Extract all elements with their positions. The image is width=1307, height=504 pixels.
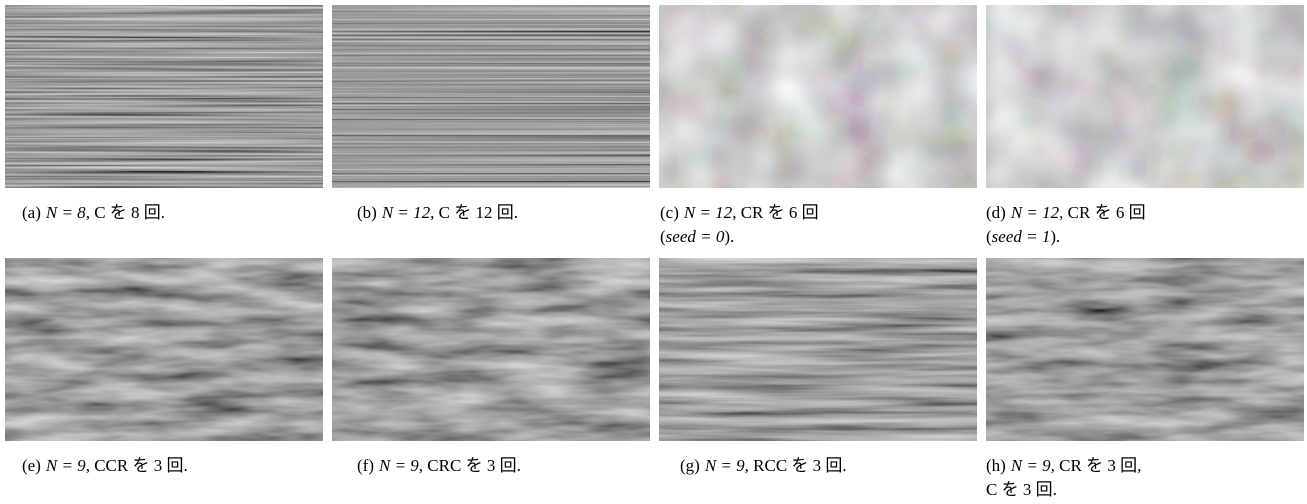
noise-texture xyxy=(986,5,1304,188)
caption-line: N = 12, C を 12 回. xyxy=(382,203,518,222)
subfigure: (h) N = 9, CR を 3 回, C を 3 回. xyxy=(986,258,1304,502)
caption-math: N = 12 xyxy=(684,203,732,222)
noise-texture xyxy=(659,258,977,441)
caption-line: N = 9, RCC を 3 回. xyxy=(705,456,847,475)
caption-text: , CCR を 3 回. xyxy=(86,456,188,475)
subfigure: (d) N = 12, CR を 6 回 (seed = 1). xyxy=(986,5,1304,249)
subfigure: (g) N = 9, RCC を 3 回. xyxy=(659,258,977,478)
noise-image xyxy=(332,258,650,441)
caption-label: (e) xyxy=(22,456,41,475)
noise-image xyxy=(332,5,650,188)
caption-label: (f) xyxy=(357,456,374,475)
caption-math: N = 8 xyxy=(46,203,86,222)
caption-text: , RCC を 3 回. xyxy=(745,456,847,475)
noise-texture xyxy=(332,5,650,188)
subfigure: (f) N = 9, CRC を 3 回. xyxy=(332,258,650,478)
caption-label: (g) xyxy=(680,456,700,475)
caption: (a) N = 8, C を 8 回. xyxy=(5,201,323,225)
caption-math: N = 9 xyxy=(705,456,745,475)
caption-line: N = 12, CR を 6 回 xyxy=(1011,203,1146,222)
caption-line: (seed = 1). xyxy=(986,225,1304,249)
caption-text: , CR を 3 回, xyxy=(1051,456,1142,475)
caption: (g) N = 9, RCC を 3 回. xyxy=(659,454,977,478)
noise-image xyxy=(5,258,323,441)
caption-math: N = 9 xyxy=(1011,456,1051,475)
caption-text: C を 3 回. xyxy=(986,480,1057,499)
caption-label: (a) xyxy=(22,203,41,222)
caption-text: ). xyxy=(1050,227,1060,246)
caption-math: N = 9 xyxy=(46,456,86,475)
caption-line: N = 12, CR を 6 回 xyxy=(684,203,819,222)
noise-texture xyxy=(332,258,650,441)
subfigure: (e) N = 9, CCR を 3 回. xyxy=(5,258,323,478)
caption-label: (c) xyxy=(660,203,679,222)
subfigure: (a) N = 8, C を 8 回. xyxy=(5,5,323,225)
subfigure: (c) N = 12, CR を 6 回 (seed = 0). xyxy=(659,5,977,249)
caption-label: (b) xyxy=(357,203,377,222)
caption-label: (h) xyxy=(986,456,1006,475)
caption: (b) N = 12, C を 12 回. xyxy=(332,201,650,225)
caption-math: N = 9 xyxy=(379,456,419,475)
caption-math: seed = 0 xyxy=(666,227,725,246)
caption-text: , CRC を 3 回. xyxy=(419,456,521,475)
subfigure: (b) N = 12, C を 12 回. xyxy=(332,5,650,225)
noise-texture xyxy=(5,258,323,441)
caption-math: N = 12 xyxy=(382,203,430,222)
caption-text: , CR を 6 回 xyxy=(732,203,818,222)
noise-texture xyxy=(986,258,1304,441)
noise-image xyxy=(986,5,1304,188)
caption-line: (seed = 0). xyxy=(660,225,977,249)
caption-label: (d) xyxy=(986,203,1006,222)
caption-text: ). xyxy=(724,227,734,246)
noise-image xyxy=(5,5,323,188)
figure-page: (() => { const data = JSON.parse(documen… xyxy=(0,0,1307,504)
caption-line: C を 3 回. xyxy=(986,478,1304,502)
caption: (f) N = 9, CRC を 3 回. xyxy=(332,454,650,478)
caption: (d) N = 12, CR を 6 回 (seed = 1). xyxy=(986,201,1304,249)
caption-math: seed = 1 xyxy=(992,227,1051,246)
caption-line: N = 9, CR を 3 回, xyxy=(1011,456,1142,475)
noise-image xyxy=(986,258,1304,441)
caption-text: , C を 12 回. xyxy=(430,203,518,222)
caption-line: N = 9, CCR を 3 回. xyxy=(46,456,188,475)
caption-line: N = 9, CRC を 3 回. xyxy=(379,456,521,475)
caption-math: N = 12 xyxy=(1011,203,1059,222)
noise-texture xyxy=(5,5,323,188)
caption-line: N = 8, C を 8 回. xyxy=(46,203,165,222)
noise-image xyxy=(659,5,977,188)
caption-text: , C を 8 回. xyxy=(86,203,165,222)
caption-text: , CR を 6 回 xyxy=(1059,203,1145,222)
caption: (c) N = 12, CR を 6 回 (seed = 0). xyxy=(659,201,977,249)
caption: (e) N = 9, CCR を 3 回. xyxy=(5,454,323,478)
noise-texture xyxy=(659,5,977,188)
caption: (h) N = 9, CR を 3 回, C を 3 回. xyxy=(986,454,1304,502)
noise-image xyxy=(659,258,977,441)
